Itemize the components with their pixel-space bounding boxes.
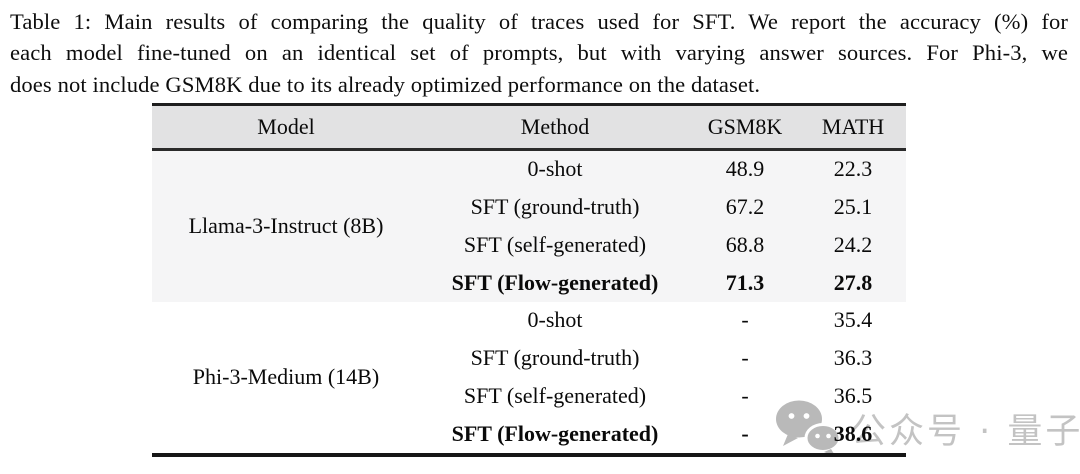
table-caption: Table 1: Main results of comparing the q… (10, 6, 1068, 100)
gsm8k-cell: 67.2 (725, 194, 765, 220)
math-cell: 38.6 (833, 420, 873, 446)
watermark: 公众号 · 量子位 (774, 399, 1080, 457)
model-name: Llama-3-Instruct (8B) (188, 213, 384, 238)
math-cell: 36.3 (833, 345, 873, 371)
results-table: Model Method GSM8K MATH Llama-3-Instruct… (152, 103, 906, 457)
model-name: Phi-3-Medium (14B) (192, 364, 380, 389)
method-cell: SFT (self-generated) (463, 382, 647, 408)
table-group-llama: Llama-3-Instruct (8B) 0-shot 48.9 22.3 S… (152, 150, 906, 302)
gsm8k-cell: 68.8 (725, 231, 765, 257)
method-cell: SFT (self-generated) (463, 231, 647, 257)
watermark-text: 公众号 · 量子位 (851, 411, 1080, 452)
table-group-phi: Phi-3-Medium (14B) 0-shot - 35.4 SFT (gr… (152, 302, 906, 453)
method-cell: 0-shot (527, 156, 583, 182)
column-header-gsm8k: GSM8K (707, 114, 783, 139)
math-cell: 35.4 (833, 307, 873, 333)
gsm8k-cell: - (741, 345, 749, 371)
math-cell: 22.3 (833, 156, 873, 182)
method-cell: SFT (ground-truth) (470, 194, 640, 220)
gsm8k-cell: - (741, 382, 749, 408)
math-cell: 25.1 (833, 194, 873, 220)
math-cell: 24.2 (833, 231, 873, 257)
caption-line-2: each model fine-tuned on an identical se… (10, 40, 1068, 66)
math-cell: 36.5 (833, 382, 873, 408)
caption-line-1: Table 1: Main results of comparing the q… (10, 9, 1068, 34)
table-bottom-rule (152, 452, 906, 457)
gsm8k-cell: - (741, 420, 749, 446)
table-header-row: Model Method GSM8K MATH (152, 106, 906, 148)
column-header-math: MATH (821, 114, 885, 139)
math-cell: 27.8 (833, 269, 873, 295)
caption-line-3: does not include GSM8K due to its alread… (10, 71, 761, 97)
method-cell: SFT (ground-truth) (470, 345, 640, 371)
method-cell: 0-shot (527, 307, 583, 333)
column-header-method: Method (520, 114, 590, 139)
column-header-model: Model (257, 114, 315, 139)
method-cell: SFT (Flow-generated) (451, 420, 659, 446)
gsm8k-cell: 48.9 (725, 156, 765, 182)
method-cell: SFT (Flow-generated) (451, 269, 659, 295)
gsm8k-cell: 71.3 (725, 269, 765, 295)
table-top-rule (152, 103, 906, 106)
table-header-rule (152, 148, 906, 151)
gsm8k-cell: - (741, 307, 749, 333)
